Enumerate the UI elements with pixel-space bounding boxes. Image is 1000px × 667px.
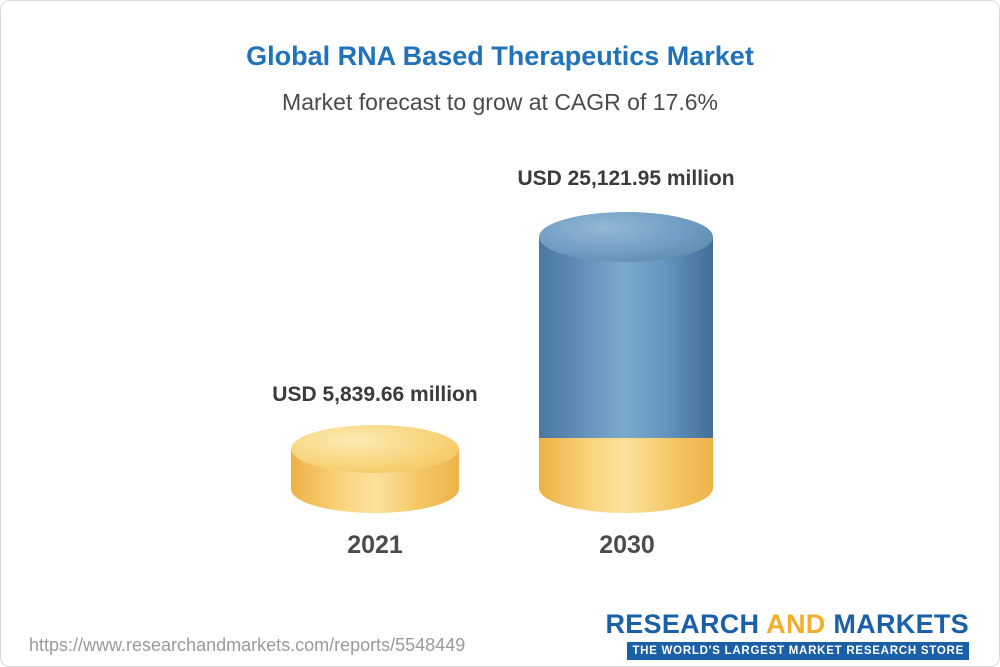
value-label-2030: USD 25,121.95 million	[517, 167, 735, 190]
logo-word-and: AND	[766, 609, 826, 639]
report-url: https://www.researchandmarkets.com/repor…	[29, 635, 466, 655]
logo-word-research: RESEARCH	[605, 609, 760, 639]
bar-2030-growth-segment	[539, 237, 713, 438]
logo-tagline: THE WORLD'S LARGEST MARKET RESEARCH STOR…	[627, 642, 969, 660]
bar-2030	[539, 212, 713, 513]
bar-2030-top-cap	[539, 212, 713, 262]
chart-subtitle: Market forecast to grow at CAGR of 17.6%	[282, 89, 718, 115]
bar-2030-base-segment	[539, 438, 713, 488]
category-label-2021: 2021	[347, 531, 403, 559]
chart-title: Global RNA Based Therapeutics Market	[246, 41, 754, 71]
bar-2021	[291, 425, 459, 513]
logo-wordmark: RESEARCH AND MARKETS	[605, 611, 969, 638]
research-and-markets-logo: RESEARCH AND MARKETS THE WORLD'S LARGEST…	[605, 611, 969, 660]
value-label-2021: USD 5,839.66 million	[272, 383, 478, 406]
logo-word-markets: MARKETS	[833, 609, 969, 639]
bar-2021-top-cap	[291, 425, 459, 473]
category-label-2030: 2030	[599, 531, 655, 559]
